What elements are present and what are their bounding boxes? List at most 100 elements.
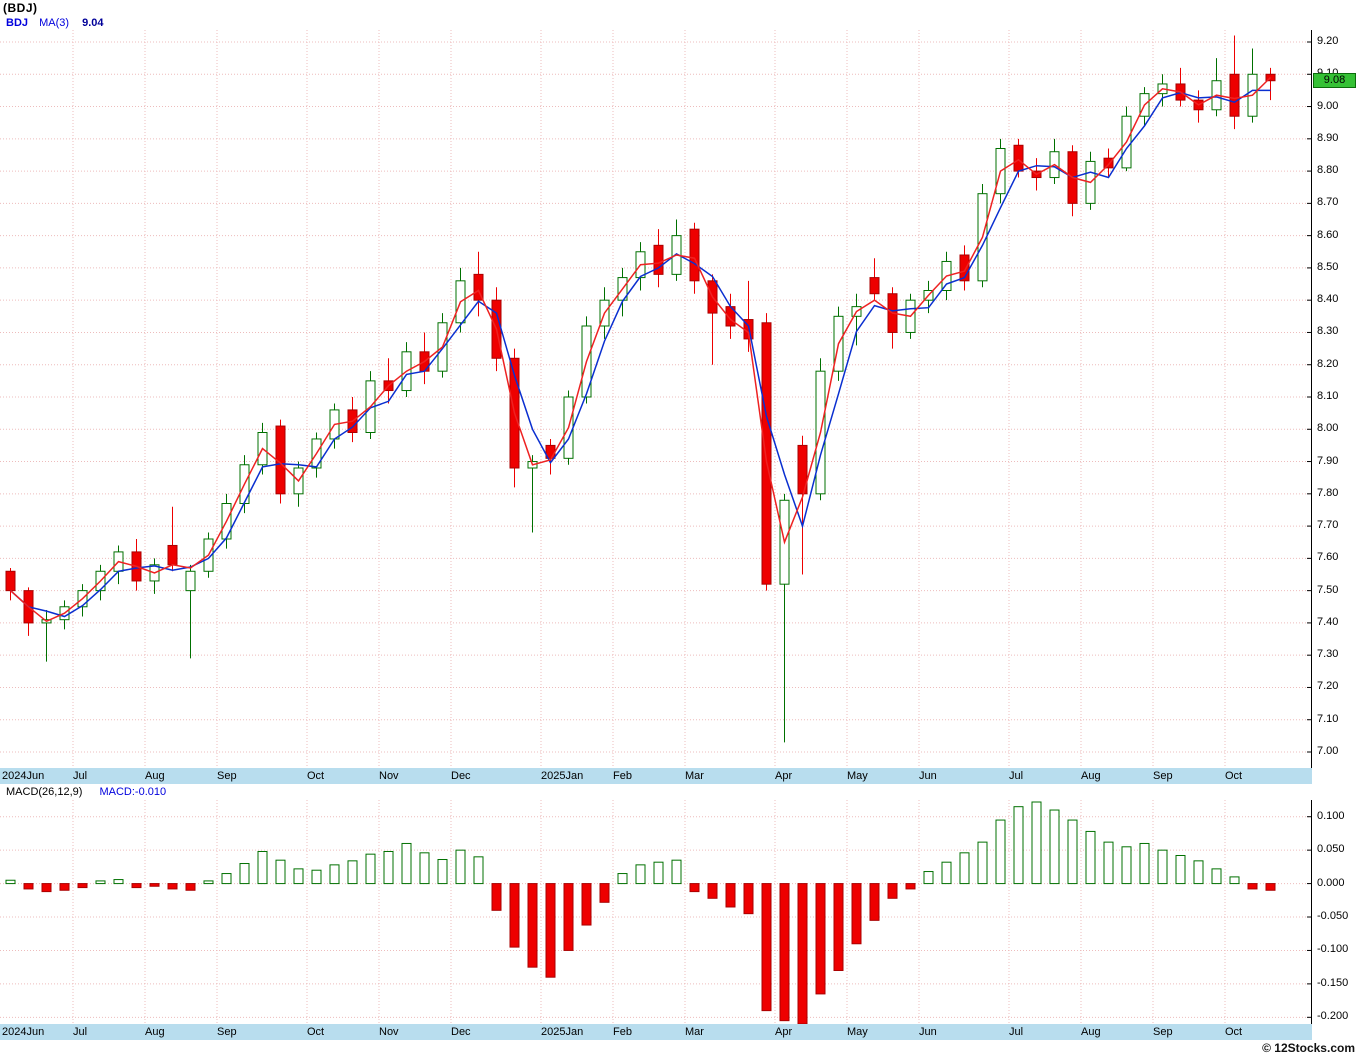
candle-body — [761, 322, 772, 585]
macd-bar — [131, 883, 142, 889]
candle — [329, 403, 340, 449]
macd-bar — [545, 883, 556, 978]
macd-bar — [1085, 830, 1096, 885]
macd-bar — [491, 883, 502, 911]
macd-bar — [833, 883, 844, 972]
month-label: Dec — [451, 1026, 471, 1038]
macd-bar — [689, 883, 700, 893]
macd-bar — [563, 883, 574, 951]
y-axis-label: 0.100 — [1317, 809, 1345, 822]
y-axis-label: 7.30 — [1317, 648, 1339, 661]
macd-bar — [5, 879, 16, 885]
y-axis-label: 7.80 — [1317, 486, 1339, 499]
month-label: 2024Jun — [2, 770, 45, 782]
month-label: Jul — [1009, 1026, 1024, 1038]
macd-bar — [113, 879, 124, 885]
macd-bar — [257, 850, 268, 885]
macd-bar — [1247, 883, 1258, 890]
main-price-chart — [0, 30, 1312, 768]
month-label: Nov — [379, 1026, 399, 1038]
macd-bar — [1157, 849, 1168, 885]
month-label: Jul — [1009, 770, 1024, 782]
candle — [167, 506, 178, 572]
macd-bar — [41, 883, 52, 893]
candle-body — [5, 570, 16, 592]
y-axis-label: 7.60 — [1317, 551, 1339, 564]
month-label: Jul — [73, 770, 88, 782]
macd-bar — [509, 883, 520, 948]
candle-body — [473, 273, 484, 301]
macd-bar — [419, 852, 430, 885]
candle-body — [797, 444, 808, 495]
candle-body — [185, 570, 196, 592]
candle — [1211, 58, 1222, 117]
candle — [1193, 90, 1204, 123]
y-axis-label: 8.60 — [1317, 228, 1339, 241]
y-axis-label: 0.000 — [1317, 876, 1345, 889]
y-axis-label: -0.200 — [1317, 1010, 1349, 1023]
macd-bar — [1193, 860, 1204, 885]
main-chart-legend: BDJ MA(3) 9.04 — [6, 17, 104, 29]
macd-bar — [743, 883, 754, 915]
y-axis-label: 7.40 — [1317, 615, 1339, 628]
month-label: Feb — [613, 770, 632, 782]
y-axis-label: 7.90 — [1317, 454, 1339, 467]
macd-bar — [1049, 809, 1060, 885]
month-label: Sep — [217, 1026, 237, 1038]
ma-blue-line — [9, 89, 1271, 618]
macd-bar — [653, 861, 664, 885]
macd-bar — [149, 883, 160, 887]
macd-bar — [401, 842, 412, 885]
macd-bar — [599, 883, 610, 903]
macd-bar — [185, 883, 196, 891]
y-axis-label: 7.20 — [1317, 680, 1339, 693]
candle — [1121, 106, 1132, 172]
legend-ma-value: 9.04 — [82, 17, 104, 29]
month-label: Sep — [217, 770, 237, 782]
macd-bar — [581, 883, 592, 926]
candle — [869, 258, 880, 301]
candle — [1103, 148, 1114, 178]
y-axis-label: 7.50 — [1317, 583, 1339, 596]
macd-bar — [1031, 801, 1042, 885]
macd-bar — [311, 869, 322, 885]
y-axis-label: -0.050 — [1317, 910, 1349, 922]
month-label: Aug — [1081, 1026, 1101, 1038]
macd-bar — [221, 873, 232, 885]
candle — [293, 461, 304, 507]
macd-legend-value: MACD:-0.010 — [99, 786, 167, 798]
month-label: Aug — [145, 1026, 165, 1038]
macd-bar — [95, 880, 106, 885]
macd-bar — [1139, 842, 1150, 885]
macd-bar — [905, 883, 916, 890]
macd-bar — [887, 883, 898, 899]
candle-body — [653, 244, 664, 275]
month-label: Jul — [73, 1026, 88, 1038]
macd-bar — [383, 850, 394, 885]
macd-bar — [635, 864, 646, 885]
candle — [797, 435, 808, 575]
macd-bar — [797, 883, 808, 1024]
macd-bar — [1229, 876, 1240, 885]
candle-body — [959, 254, 970, 282]
macd-bar — [707, 883, 718, 899]
macd-bar — [851, 883, 862, 945]
y-axis-label: 7.10 — [1317, 712, 1339, 725]
month-label: Mar — [685, 1026, 704, 1038]
macd-bar — [1211, 868, 1222, 885]
y-axis-label: 7.00 — [1317, 745, 1339, 757]
y-axis-label: 0.050 — [1317, 843, 1345, 856]
y-axis-label: 8.10 — [1317, 390, 1339, 402]
macd-bar — [1067, 819, 1078, 885]
candle-body — [1013, 144, 1024, 172]
macd-bar — [329, 864, 340, 885]
legend-ma-label: MA(3) — [39, 17, 70, 29]
month-label: Aug — [145, 770, 165, 782]
macd-legend: MACD(26,12,9) MACD:-0.010 — [6, 786, 166, 798]
macd-bar — [437, 859, 448, 885]
candle — [41, 610, 52, 662]
macd-bar — [941, 861, 952, 885]
y-axis-label: -0.150 — [1317, 976, 1349, 989]
month-label: Sep — [1153, 770, 1173, 782]
macd-bar — [365, 853, 376, 885]
